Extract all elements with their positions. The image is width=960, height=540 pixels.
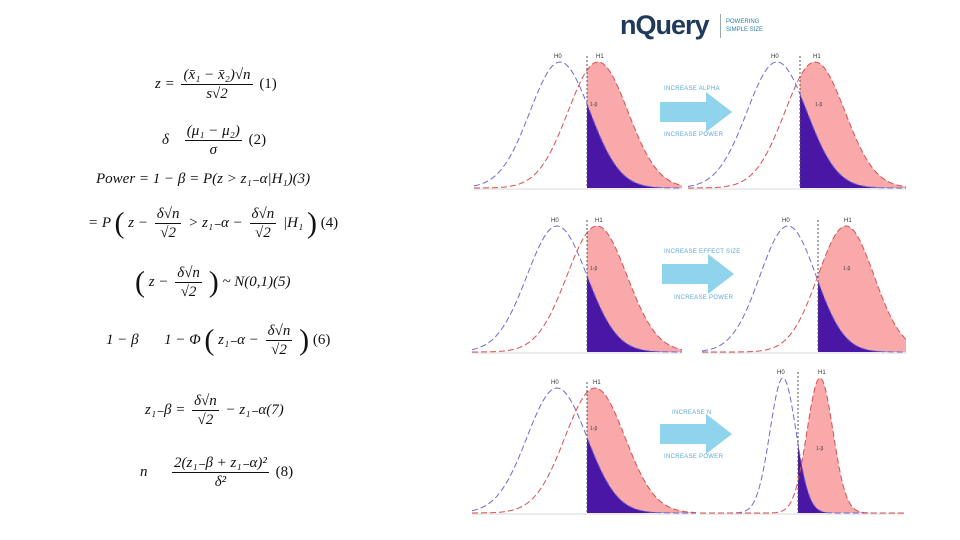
row-2-left-alpha-region xyxy=(587,275,682,352)
logo-tagline-line-2: SIMPLE SIZE xyxy=(726,27,764,33)
equation-1-denominator: s√2 xyxy=(206,86,228,102)
equation-6: 1 − β 1 − Φ ( z₁₋α − δ√n √2 ) (6) xyxy=(106,323,331,358)
logo-divider xyxy=(720,14,721,38)
equation-1-numerator: (x̄₁ − x̄₂)√n xyxy=(181,67,253,85)
row-3-right-power-region xyxy=(798,378,904,513)
equation-5: ( z − δ√n √2 ) ~ N(0,1)(5) xyxy=(135,265,291,300)
equation-3-text: Power = 1 − β = P(z > z₁₋α|H₁)(3) xyxy=(96,171,311,187)
row-1-arrow xyxy=(660,92,732,132)
row-1-right-power-label: 1-β xyxy=(815,102,822,108)
row-1-left-h0-curve xyxy=(473,61,682,189)
row-1-arrow-label-top: INCREASE ALPHA xyxy=(664,86,720,92)
equation-8-numerator: 2(z₁₋β + z₁₋α)² xyxy=(172,455,269,473)
row-2-right-power-label: 1-β xyxy=(843,266,850,272)
equation-4-numerator-2: δ√n xyxy=(249,206,277,224)
equation-6-part-b: z₁₋α − xyxy=(218,331,259,348)
equation-6-tag: (6) xyxy=(312,331,331,348)
row-2-right-h1-label: H1 xyxy=(844,218,852,224)
row-1-right-alpha-region xyxy=(800,94,906,188)
row-2-left-h0-label: H0 xyxy=(551,218,559,224)
row-1-right-h1-curve xyxy=(688,61,907,189)
equation-4-part-a: z − xyxy=(128,214,148,231)
equation-2-numerator: (μ₁ − μ₂) xyxy=(184,123,242,141)
equation-2-lhs: δ xyxy=(162,131,169,148)
row-2-arrow-label-bottom: INCREASE POWER xyxy=(674,295,734,301)
equation-7-lhs: z₁₋β = xyxy=(145,401,186,418)
row-3-right-h1-label: H1 xyxy=(818,370,826,376)
row-3-left-power-label: 1-β xyxy=(590,426,597,432)
row-3-right-h1-curve xyxy=(700,377,904,514)
row-2-right-h0-label: H0 xyxy=(782,218,790,224)
row-2-right-h0-curve xyxy=(701,225,906,353)
equation-7-denominator: √2 xyxy=(197,412,214,428)
equation-6-lhs: 1 − β xyxy=(106,331,139,348)
row-2-left-power-label: 1-β xyxy=(590,266,597,272)
equation-4: = P ( z − δ√n √2 > z₁₋α − δ√n √2 |H₁ ) (4) xyxy=(88,206,339,241)
equation-4-part-b: > z₁₋α − xyxy=(188,214,243,231)
equation-3: Power = 1 − β = P(z > z₁₋α|H₁)(3) xyxy=(96,169,310,188)
equation-4-numerator-1: δ√n xyxy=(154,206,182,224)
equation-4-denominator-1: √2 xyxy=(160,225,176,241)
row-3-left-power-region xyxy=(587,388,696,513)
row-1-right-h0-label: H0 xyxy=(771,54,779,60)
equation-4-tag: (4) xyxy=(320,214,339,231)
row-2-left-h1-curve xyxy=(472,225,683,353)
nquery-logo: nQuery POWERING SIMPLE SIZE xyxy=(620,8,770,44)
row-1-left-power-label: 1-β xyxy=(590,102,597,108)
row-2-arrow xyxy=(662,254,734,294)
row-2-arrow-label-top: INCREASE EFFECT SIZE xyxy=(664,249,741,255)
equation-2: δ (μ₁ − μ₂) σ (2) xyxy=(162,122,266,159)
equation-2-denominator: σ xyxy=(209,142,217,158)
row-3-left-h0-curve xyxy=(471,387,696,514)
row-1-left-h1-curve xyxy=(474,61,683,189)
equation-8-tag: (8) xyxy=(275,463,294,480)
row-3-left-h1-curve xyxy=(472,387,697,514)
equation-7-numerator: δ√n xyxy=(192,393,219,411)
row-2-right-h1-curve xyxy=(702,225,907,353)
row-3-right-alpha-region xyxy=(798,443,904,513)
row-3-left-alpha-region xyxy=(587,437,696,513)
equation-5-part-a: z − xyxy=(148,273,169,290)
row-2-right-alpha-region xyxy=(818,281,906,352)
equation-8: n 2(z₁₋β + z₁₋α)² δ² (8) xyxy=(140,454,293,491)
row-3-arrow xyxy=(660,414,732,454)
equation-6-denominator: √2 xyxy=(271,342,287,358)
equation-7: z₁₋β = δ√n √2 − z₁₋α(7) xyxy=(145,392,284,429)
equation-1-lhs: z = xyxy=(155,75,175,92)
equation-5-part-b: ~ N(0,1)(5) xyxy=(222,273,291,290)
row-1-arrow-label-bottom: INCREASE POWER xyxy=(664,132,724,138)
equation-4-denominator-2: √2 xyxy=(255,225,271,241)
logo-wordmark: nQuery xyxy=(620,10,710,40)
row-2-left-power-region xyxy=(587,226,682,352)
equation-8-lhs: n xyxy=(140,463,148,480)
row-1-right-h1-label: H1 xyxy=(813,54,821,60)
logo-tagline-line-1: POWERING xyxy=(726,19,760,25)
row-1-left-alpha-region xyxy=(587,104,682,188)
row-3-arrow-label-top: INCREASE N xyxy=(672,410,712,416)
equation-6-part-a: 1 − Φ xyxy=(164,331,201,348)
row-3-left-h1-label: H1 xyxy=(593,380,601,386)
equation-4-lhs: = P xyxy=(88,214,111,231)
equation-5-numerator: δ√n xyxy=(175,265,202,283)
equation-4-part-c: |H₁ xyxy=(283,214,304,231)
row-3-right-h0-label: H0 xyxy=(777,370,785,376)
row-1-left-h0-label: H0 xyxy=(554,54,562,60)
equation-2-tag: (2) xyxy=(248,131,267,148)
row-3-right-power-label: 1-β xyxy=(816,446,823,452)
row-1-left-h1-label: H1 xyxy=(596,54,604,60)
row-3-left-h0-label: H0 xyxy=(551,380,559,386)
row-2-left-h1-label: H1 xyxy=(595,218,603,224)
logo-tagline: POWERING SIMPLE SIZE xyxy=(726,18,763,34)
row-3-arrow-label-bottom: INCREASE POWER xyxy=(664,454,724,460)
row-1-left-power-region xyxy=(587,62,682,188)
equation-1: z = (x̄₁ − x̄₂)√n s√2 (1) xyxy=(155,66,277,103)
row-2-right-power-region xyxy=(818,226,906,352)
equation-7-part-b: − z₁₋α(7) xyxy=(225,401,284,418)
equation-1-tag: (1) xyxy=(259,75,277,92)
equation-5-denominator: √2 xyxy=(180,284,197,300)
equation-8-denominator: δ² xyxy=(214,474,227,490)
equation-6-numerator: δ√n xyxy=(265,323,293,341)
row-1-right-h0-curve xyxy=(687,61,906,189)
